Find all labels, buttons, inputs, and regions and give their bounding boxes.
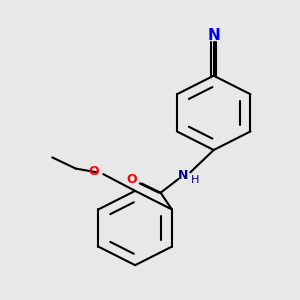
- Text: H: H: [191, 176, 200, 185]
- Text: O: O: [127, 173, 137, 186]
- Text: N: N: [178, 169, 188, 182]
- Text: O: O: [88, 165, 99, 178]
- Text: N: N: [207, 28, 220, 44]
